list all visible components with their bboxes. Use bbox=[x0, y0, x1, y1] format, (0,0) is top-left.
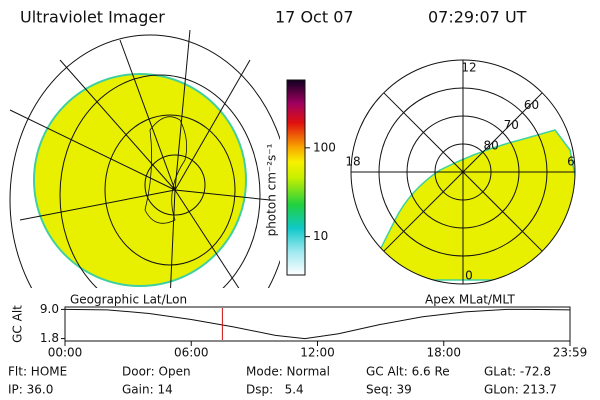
colorbar-tick-label: 100 bbox=[313, 140, 336, 154]
title: Ultraviolet Imager bbox=[20, 8, 165, 27]
mlt-label: 0 bbox=[465, 269, 473, 283]
x-tick-label: 23:59 bbox=[553, 346, 588, 360]
polar-ring bbox=[434, 143, 492, 201]
colorbar-axis: 10 100 bbox=[286, 79, 336, 276]
status-panel: Flt: HOME Door: Open Mode: Normal GC Alt: 6… bbox=[8, 365, 557, 397]
status-field: Gain: 14 bbox=[122, 383, 173, 397]
polar-ring bbox=[378, 87, 548, 257]
x-tick-label: 00:00 bbox=[48, 346, 83, 360]
x-tick-label: 12:00 bbox=[300, 346, 335, 360]
ring-label: 80 bbox=[484, 138, 499, 152]
status-field: GLon: 213.7 bbox=[484, 383, 557, 397]
colorbar bbox=[287, 80, 305, 275]
date: 17 Oct 07 bbox=[275, 8, 354, 27]
altitude-plot: 9.0 1.800:00 06:00 12:00 18:00 23:59 bbox=[40, 302, 587, 360]
status-field: GLat: -72.8 bbox=[484, 365, 551, 379]
y-tick-label: 1.8 bbox=[40, 331, 59, 345]
x-tick-label: 06:00 bbox=[174, 346, 209, 360]
status-field: Dsp: 5.4 bbox=[246, 383, 304, 397]
status-field: IP: 36.0 bbox=[8, 383, 53, 397]
colorbar-frame bbox=[286, 79, 306, 276]
mlt-label: 6 bbox=[567, 155, 575, 169]
mlt-label: 12 bbox=[461, 61, 476, 75]
geo-image bbox=[9, 30, 280, 288]
polar-ring bbox=[406, 115, 520, 229]
caption-left: Geographic Lat/Lon bbox=[70, 293, 187, 307]
y-tick-label: 9.0 bbox=[40, 302, 59, 316]
colorbar-label: photon cm⁻²s⁻¹ bbox=[265, 143, 279, 236]
mlt-label: 18 bbox=[345, 155, 360, 169]
altitude-frame bbox=[64, 306, 571, 342]
caption-right: Apex MLat/MLT bbox=[425, 293, 515, 307]
status-field: GC Alt: 6.6 Re bbox=[366, 365, 450, 379]
status-field: Seq: 39 bbox=[366, 383, 412, 397]
status-field: Door: Open bbox=[122, 365, 191, 379]
time: 07:29:07 UT bbox=[428, 8, 527, 27]
ring-label: 60 bbox=[524, 98, 539, 112]
altitude-label: GC Alt bbox=[11, 305, 25, 343]
colorbar-tick-label: 10 bbox=[313, 229, 328, 243]
x-tick-label: 18:00 bbox=[426, 346, 461, 360]
status-field: Mode: Normal bbox=[246, 365, 330, 379]
ring-label: 70 bbox=[504, 118, 519, 132]
status-field: Flt: HOME bbox=[8, 365, 67, 379]
altitude-line bbox=[64, 308, 571, 340]
